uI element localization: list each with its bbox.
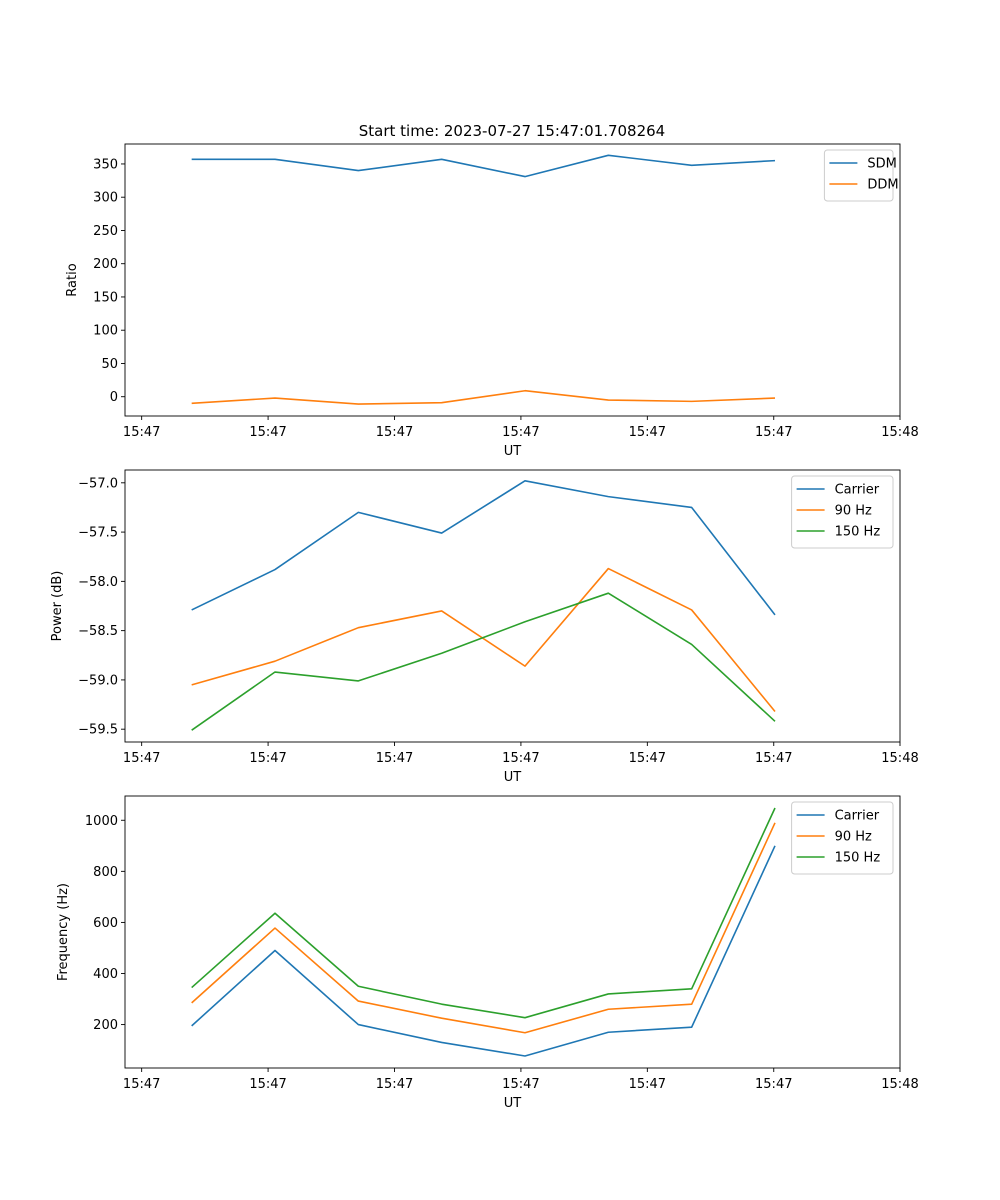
y-axis-label: Frequency (Hz) bbox=[56, 883, 71, 981]
x-axis-label: UT bbox=[504, 770, 522, 785]
y-tick-label: −57.5 bbox=[78, 526, 118, 541]
x-tick-label: 15:47 bbox=[629, 751, 666, 766]
x-tick-label: 15:47 bbox=[755, 425, 792, 440]
series-line-90-hz bbox=[191, 567, 776, 712]
series-line-150-hz bbox=[191, 807, 776, 1019]
legend-label: 90 Hz bbox=[835, 504, 872, 519]
x-tick-label: 15:47 bbox=[502, 425, 539, 440]
series-line-150-hz bbox=[191, 592, 776, 731]
y-tick-label: 600 bbox=[93, 916, 118, 931]
y-tick-label: 1000 bbox=[85, 814, 118, 829]
legend-label: Carrier bbox=[835, 483, 880, 498]
x-tick-label: 15:48 bbox=[881, 1077, 918, 1092]
axes-frame bbox=[124, 143, 901, 417]
x-tick-label: 15:47 bbox=[755, 751, 792, 766]
x-tick-label: 15:47 bbox=[249, 751, 286, 766]
legend-label: DDM bbox=[867, 178, 898, 193]
legend-label: 150 Hz bbox=[835, 525, 881, 540]
y-tick-label: 200 bbox=[93, 257, 118, 272]
x-tick-label: 15:47 bbox=[123, 425, 160, 440]
y-tick-label: 350 bbox=[93, 157, 118, 172]
legend: SDM DDM bbox=[823, 149, 899, 202]
x-tick-label: 15:47 bbox=[249, 1077, 286, 1092]
y-axis-label: Ratio bbox=[65, 263, 80, 296]
legend-label: 90 Hz bbox=[835, 830, 872, 845]
series-line-ddm bbox=[191, 389, 776, 405]
y-tick-label: 800 bbox=[93, 865, 118, 880]
y-tick-label: −58.5 bbox=[78, 624, 118, 639]
legend-box bbox=[791, 801, 894, 875]
y-tick-label: 200 bbox=[93, 1018, 118, 1033]
series-line-90-hz bbox=[191, 822, 776, 1034]
panel-3: 15:47 15:47 15:47 15:47 15:47 15:47 15:48 200 40… bbox=[56, 795, 919, 1111]
y-tick-label: −59.0 bbox=[78, 673, 118, 688]
series-line-carrier bbox=[191, 480, 776, 616]
x-tick-label: 15:47 bbox=[376, 425, 413, 440]
axes-frame bbox=[124, 795, 901, 1069]
legend-box bbox=[791, 475, 894, 549]
chart-title: Start time: 2023-07-27 15:47:01.708264 bbox=[359, 122, 665, 140]
y-tick-label: 0 bbox=[110, 390, 118, 405]
y-tick-label: 400 bbox=[93, 967, 118, 982]
x-tick-label: 15:47 bbox=[376, 751, 413, 766]
x-tick-label: 15:47 bbox=[249, 425, 286, 440]
y-tick-label: 150 bbox=[93, 290, 118, 305]
x-tick-label: 15:48 bbox=[881, 425, 918, 440]
x-tick-label: 15:47 bbox=[502, 751, 539, 766]
x-tick-label: 15:47 bbox=[629, 425, 666, 440]
legend-label: Carrier bbox=[835, 809, 880, 824]
y-tick-label: 300 bbox=[93, 191, 118, 206]
x-axis-label: UT bbox=[504, 1096, 522, 1111]
series-line-carrier bbox=[191, 845, 776, 1057]
x-tick-label: 15:47 bbox=[376, 1077, 413, 1092]
y-tick-label: −59.5 bbox=[78, 723, 118, 738]
y-tick-label: 250 bbox=[93, 224, 118, 239]
axes-frame bbox=[124, 469, 901, 743]
legend: Carrier 90 Hz 150 Hz bbox=[791, 475, 894, 549]
x-tick-label: 15:48 bbox=[881, 751, 918, 766]
legend: Carrier 90 Hz 150 Hz bbox=[791, 801, 894, 875]
legend-label: 150 Hz bbox=[835, 851, 881, 866]
x-tick-label: 15:47 bbox=[123, 751, 160, 766]
x-tick-label: 15:47 bbox=[755, 1077, 792, 1092]
panels: 15:47 15:47 15:47 15:47 15:47 15:47 15:48 0 50 10… bbox=[50, 143, 919, 1111]
panel-2: 15:47 15:47 15:47 15:47 15:47 15:47 15:48 −59.5… bbox=[50, 469, 919, 785]
series-line-sdm bbox=[191, 154, 776, 178]
x-tick-label: 15:47 bbox=[629, 1077, 666, 1092]
x-axis-label: UT bbox=[504, 444, 522, 459]
panel-1: 15:47 15:47 15:47 15:47 15:47 15:47 15:48 0 50 10… bbox=[65, 143, 919, 459]
y-tick-label: −58.0 bbox=[78, 575, 118, 590]
y-axis-label: Power (dB) bbox=[50, 571, 65, 642]
x-tick-label: 15:47 bbox=[502, 1077, 539, 1092]
legend-label: SDM bbox=[867, 157, 896, 172]
y-tick-label: −57.0 bbox=[78, 476, 118, 491]
x-tick-label: 15:47 bbox=[123, 1077, 160, 1092]
y-tick-label: 50 bbox=[101, 357, 118, 372]
y-tick-label: 100 bbox=[93, 324, 118, 339]
